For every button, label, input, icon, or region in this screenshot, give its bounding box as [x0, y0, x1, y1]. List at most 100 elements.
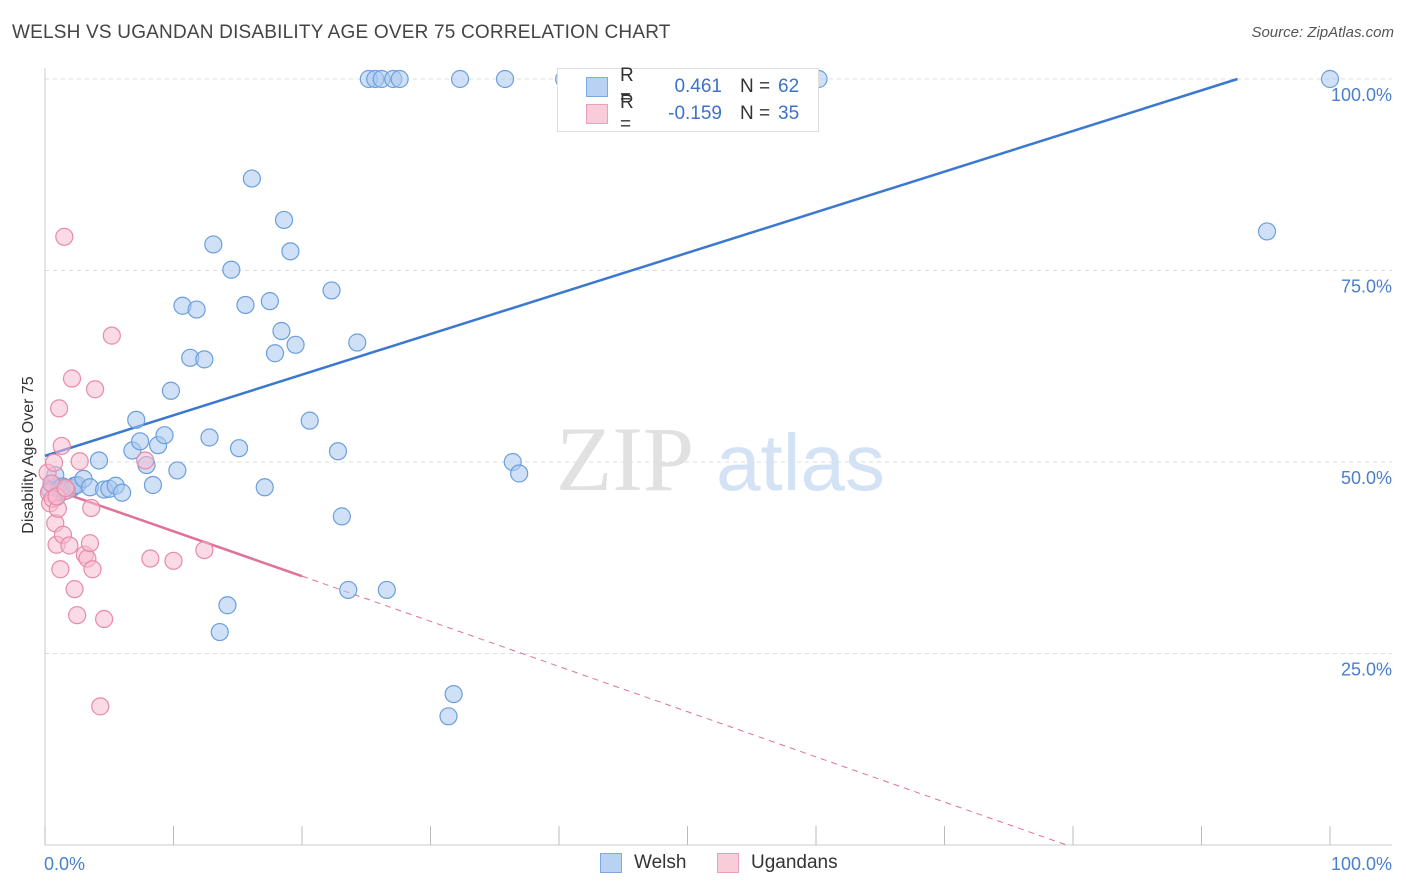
- tick-labels: 25.0% 50.0% 75.0% 100.0% 0.0% 100.0%: [44, 85, 1392, 874]
- y-tick-label: 50.0%: [1341, 468, 1392, 488]
- legend-item-ugandans[interactable]: Ugandans: [717, 852, 838, 874]
- zipatlas-watermark: ZIP atlas: [556, 408, 885, 510]
- welsh-point: [130, 432, 150, 451]
- watermark-atlas: atlas: [716, 418, 885, 507]
- data-points: [38, 69, 1340, 726]
- welsh-point: [439, 707, 458, 726]
- legend-label-ugandans: Ugandans: [751, 852, 838, 873]
- welsh-point: [242, 169, 261, 188]
- ugandans-point: [95, 609, 114, 629]
- welsh-point: [210, 622, 229, 642]
- y-tick-label: 25.0%: [1341, 660, 1392, 680]
- ugandans-point: [82, 498, 101, 518]
- source-label: Source: ZipAtlas.com: [1251, 24, 1394, 41]
- welsh-point: [265, 344, 285, 363]
- legend-swatch-welsh: [586, 77, 608, 97]
- legend-item-welsh[interactable]: Welsh: [600, 852, 686, 874]
- legend-n-label: N =: [740, 76, 771, 97]
- welsh-point: [112, 483, 132, 502]
- welsh-point: [281, 242, 300, 261]
- welsh-point: [328, 442, 348, 461]
- welsh-point: [332, 507, 351, 526]
- welsh-point: [1320, 69, 1340, 89]
- ugandans-trend-extension: [301, 575, 1067, 846]
- welsh-point: [218, 596, 237, 615]
- legend-n-label: N =: [740, 103, 771, 124]
- welsh-point: [510, 464, 529, 483]
- legend-swatch-ugandans: [717, 853, 739, 873]
- axes: [44, 68, 1392, 846]
- ugandans-point: [136, 451, 155, 470]
- ugandans-point: [51, 560, 70, 579]
- legend-n-value: 62: [778, 76, 800, 97]
- legend-r-value: 0.461: [674, 76, 722, 97]
- ugandans-point: [91, 697, 110, 716]
- chart-title: WELSH VS UGANDAN DISABILITY AGE OVER 75 …: [12, 22, 671, 43]
- legend-r-value: -0.159: [668, 103, 722, 124]
- legend-swatch-ugandans: [586, 104, 608, 124]
- welsh-point: [204, 235, 223, 254]
- legend-swatch-welsh: [600, 853, 622, 873]
- welsh-point: [274, 210, 294, 230]
- legend-r-label: R =: [620, 92, 634, 135]
- welsh-point: [450, 69, 470, 89]
- ugandans-point: [62, 369, 82, 388]
- x-tick-label: 0.0%: [44, 854, 85, 874]
- y-axis-label: Disability Age Over 75: [20, 376, 37, 534]
- welsh-point: [161, 381, 181, 400]
- ugandans-point: [68, 606, 87, 625]
- welsh-point: [272, 321, 291, 341]
- legend-n-value: 35: [778, 103, 800, 124]
- correlation-legend: R = 0.461 N = 62 R = -0.159 N = 35: [557, 65, 819, 135]
- ugandans-point: [164, 551, 183, 570]
- welsh-point: [168, 461, 187, 480]
- ugandans-point: [83, 560, 102, 579]
- welsh-point: [390, 69, 409, 89]
- welsh-point: [236, 295, 255, 315]
- welsh-point: [260, 292, 279, 311]
- ugandans-point: [70, 452, 89, 471]
- welsh-point: [229, 439, 249, 458]
- welsh-trend-line: [44, 77, 1238, 458]
- legend-r-label: R =: [620, 65, 634, 108]
- welsh-point: [127, 410, 146, 429]
- welsh-point: [300, 411, 319, 430]
- welsh-point: [89, 451, 109, 470]
- grid-lines: [45, 78, 1392, 654]
- series-legend: Welsh Ugandans: [0, 852, 1406, 878]
- welsh-point: [444, 684, 463, 704]
- welsh-point: [155, 426, 174, 445]
- welsh-point: [195, 350, 214, 369]
- ugandans-point: [86, 380, 105, 399]
- welsh-point: [187, 300, 206, 319]
- welsh-point: [377, 580, 396, 600]
- ugandans-point: [44, 453, 64, 472]
- ugandans-point: [80, 534, 100, 553]
- welsh-point: [348, 333, 367, 352]
- legend-row-welsh: R = 0.461 N = 62: [558, 65, 800, 108]
- ugandans-point: [56, 478, 75, 498]
- watermark-zip: ZIP: [556, 408, 694, 510]
- y-tick-label: 100.0%: [1331, 85, 1392, 105]
- legend-label-welsh: Welsh: [634, 852, 687, 873]
- welsh-point: [495, 69, 515, 89]
- welsh-point: [1257, 222, 1277, 241]
- ugandans-point: [65, 580, 84, 599]
- y-tick-label: 75.0%: [1341, 277, 1392, 297]
- x-tick-label: 100.0%: [1331, 854, 1392, 874]
- ugandans-point: [55, 227, 74, 246]
- welsh-point: [286, 335, 305, 354]
- ugandans-point: [50, 399, 69, 418]
- ugandans-point: [195, 540, 214, 560]
- welsh-point: [200, 428, 219, 447]
- ugandans-point: [60, 536, 79, 555]
- welsh-point: [255, 478, 274, 497]
- welsh-point: [322, 281, 341, 300]
- ugandans-point: [102, 326, 121, 345]
- ugandans-point: [52, 436, 71, 456]
- welsh-point: [339, 580, 358, 600]
- welsh-point: [222, 260, 241, 279]
- legend-row-ugandans: R = -0.159 N = 35: [558, 92, 800, 135]
- welsh-point: [143, 475, 163, 495]
